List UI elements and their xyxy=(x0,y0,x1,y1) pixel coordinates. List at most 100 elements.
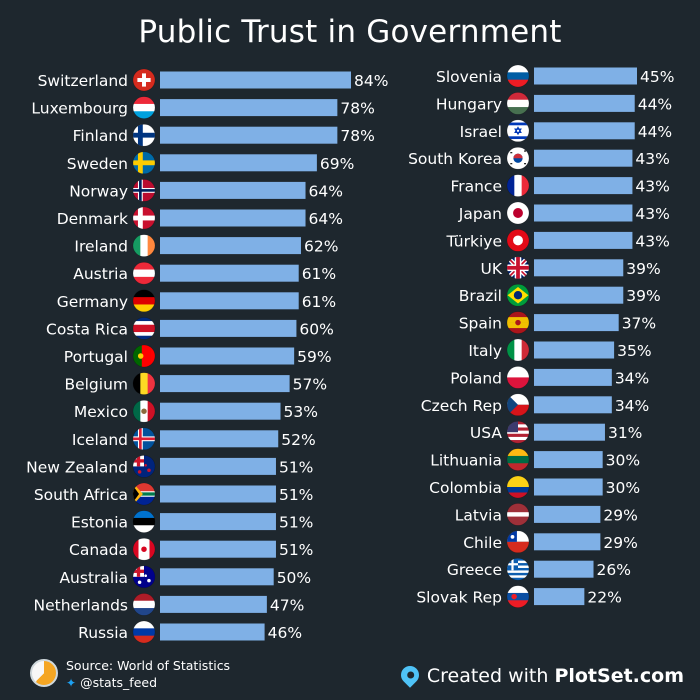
flag-south-korea-icon xyxy=(506,146,530,170)
flag-colombia-icon xyxy=(506,475,530,499)
credit-brand[interactable]: PlotSet.com xyxy=(554,665,684,687)
category-label: Italy xyxy=(468,342,502,360)
bar-chart: Switzerland 84% Luxembourg 78% Finland 78% Swe… xyxy=(26,64,674,644)
category-label: Hungary xyxy=(436,95,502,113)
bar xyxy=(534,396,612,414)
flag-lithuania-icon xyxy=(506,448,530,471)
value-label: 30% xyxy=(606,452,640,470)
value-label: 51% xyxy=(279,486,313,504)
flag-usa-icon xyxy=(506,420,530,444)
value-label: 34% xyxy=(615,369,649,387)
category-label: New Zealand xyxy=(26,458,128,476)
category-label: Czech Rep xyxy=(421,397,502,415)
value-label: 34% xyxy=(615,397,649,415)
flag-brazil-icon xyxy=(506,283,530,307)
category-label: Mexico xyxy=(74,403,128,421)
bar xyxy=(534,286,624,304)
value-label: 30% xyxy=(606,479,640,497)
flag-japan-icon xyxy=(506,201,530,225)
bar xyxy=(534,204,633,222)
bar xyxy=(534,231,633,249)
value-label: 51% xyxy=(279,541,313,559)
value-label: 22% xyxy=(587,589,621,607)
flag-latvia-icon xyxy=(506,503,530,526)
bar xyxy=(534,423,605,441)
bar xyxy=(534,177,633,195)
value-label: 78% xyxy=(340,127,374,145)
flag-costa-rica-icon xyxy=(132,317,156,340)
category-label: Netherlands xyxy=(34,596,128,614)
category-label: Iceland xyxy=(72,431,128,449)
bar xyxy=(160,402,281,420)
category-label: Chile xyxy=(463,534,502,552)
category-label: Australia xyxy=(59,569,128,587)
value-label: 44% xyxy=(638,95,672,113)
flag-turkiye-icon xyxy=(506,229,530,252)
flag-poland-icon xyxy=(506,366,530,389)
category-label: Brazil xyxy=(459,287,502,305)
category-label: Norway xyxy=(69,182,128,200)
bar xyxy=(160,154,317,172)
bar xyxy=(534,314,619,332)
flag-sweden-icon xyxy=(132,151,156,175)
value-label: 69% xyxy=(320,155,354,173)
category-label: Costa Rica xyxy=(46,320,128,338)
category-label: Luxembourg xyxy=(31,100,128,118)
value-label: 53% xyxy=(284,403,318,421)
category-label: Belgium xyxy=(64,376,128,394)
flag-slovenia-icon xyxy=(506,64,530,88)
flag-belgium-icon xyxy=(132,372,156,395)
bar xyxy=(534,505,601,523)
bar xyxy=(160,126,338,144)
bar xyxy=(534,368,612,386)
pie-logo-icon xyxy=(30,659,58,687)
value-label: 31% xyxy=(608,424,642,442)
value-label: 51% xyxy=(279,514,313,532)
category-label: USA xyxy=(470,424,502,442)
flag-greece-icon xyxy=(506,557,530,581)
flag-germany-icon xyxy=(132,289,156,313)
bar xyxy=(534,149,633,167)
value-label: 43% xyxy=(635,232,669,250)
bar xyxy=(534,341,615,359)
bar xyxy=(534,122,635,140)
credit-block[interactable]: Created with PlotSet.com xyxy=(397,662,684,692)
flag-france-icon xyxy=(506,174,530,197)
bar xyxy=(160,540,276,558)
bar xyxy=(160,71,351,89)
category-label: Finland xyxy=(73,127,128,145)
value-label: 35% xyxy=(617,342,651,360)
category-label: Russia xyxy=(78,624,128,642)
value-label: 57% xyxy=(293,376,327,394)
category-label: Estonia xyxy=(71,514,128,532)
category-label: Israel xyxy=(460,123,502,141)
flag-portugal-icon xyxy=(132,344,156,368)
flag-canada-icon xyxy=(132,537,156,561)
category-label: Japan xyxy=(458,205,502,223)
bar xyxy=(160,623,265,641)
handle-line: ✦ @stats_feed xyxy=(66,675,157,690)
bar xyxy=(160,99,338,117)
category-label: Ireland xyxy=(74,238,128,256)
bar xyxy=(534,259,624,277)
chart-title: Public Trust in Government xyxy=(138,14,562,50)
twitter-handle[interactable]: @stats_feed xyxy=(80,675,158,690)
bar xyxy=(160,568,274,586)
flag-netherlands-icon xyxy=(132,593,156,616)
flag-luxembourg-icon xyxy=(132,96,156,119)
value-label: 29% xyxy=(603,506,637,524)
bar xyxy=(160,595,267,613)
category-label: Sweden xyxy=(67,155,128,173)
flag-israel-icon xyxy=(506,119,530,143)
value-label: 37% xyxy=(622,315,656,333)
value-label: 47% xyxy=(270,596,304,614)
value-label: 61% xyxy=(302,293,336,311)
bar xyxy=(534,478,603,496)
bar xyxy=(160,430,279,448)
flag-south-africa-icon xyxy=(132,482,156,506)
category-label: Austria xyxy=(73,265,128,283)
value-label: 43% xyxy=(635,150,669,168)
value-label: 45% xyxy=(640,68,674,86)
value-label: 51% xyxy=(279,458,313,476)
flag-ireland-icon xyxy=(132,234,156,257)
